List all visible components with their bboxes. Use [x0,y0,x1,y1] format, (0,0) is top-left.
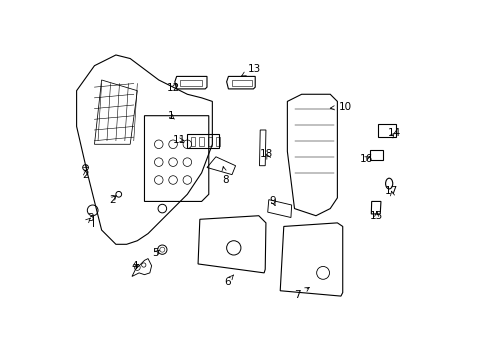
Text: 16: 16 [359,154,372,163]
Text: 13: 13 [241,64,261,76]
Text: 7: 7 [293,287,309,300]
Text: 2: 2 [109,195,116,204]
Text: 1: 1 [167,111,174,121]
Text: 3: 3 [85,213,93,223]
Text: 6: 6 [224,275,233,287]
Text: 4: 4 [131,261,138,271]
Text: 11: 11 [172,135,186,145]
Text: 10: 10 [329,102,351,112]
Text: 9: 9 [269,197,276,206]
Text: 12: 12 [167,83,180,93]
Text: 18: 18 [260,149,273,159]
Text: 5: 5 [152,248,159,258]
Text: 17: 17 [384,186,398,197]
Text: 8: 8 [222,167,229,185]
Text: 14: 14 [387,128,400,138]
Text: 15: 15 [369,211,383,221]
Text: 2: 2 [82,170,89,180]
